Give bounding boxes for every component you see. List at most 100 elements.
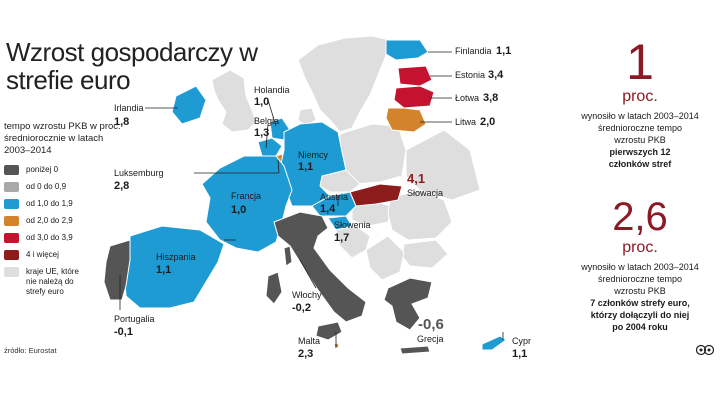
stat1-number: 1	[626, 34, 654, 90]
legend-item-20-29: od 2,0 do 2,9	[4, 216, 104, 233]
label-slowacja-value: 4,1	[407, 171, 426, 186]
legend-item-below-0: poniżej 0	[4, 165, 104, 182]
label-slowacja-name: Słowacja	[407, 188, 444, 198]
label-grecja-name: Grecja	[417, 334, 444, 344]
label-cypr-value: 1,1	[512, 348, 528, 360]
label-grecja-value: -0,6	[418, 316, 444, 333]
label-luksemburg-name: Luksemburg	[114, 168, 164, 178]
greece-shape	[383, 277, 433, 331]
label-irlandia-name: Irlandia	[114, 103, 144, 113]
italy-shape	[273, 211, 367, 323]
label-estonia-value: 3,4	[488, 69, 504, 81]
label-wlochy-value: -0,2	[292, 302, 311, 314]
page-title: Wzrost gospodarczy w strefie euro	[6, 37, 258, 95]
legend-label: od 0 do 0,9	[26, 182, 67, 191]
label-lotwa-value: 3,8	[483, 92, 499, 104]
label-francja-name: Francja	[231, 191, 262, 201]
legend: poniżej 0 od 0 do 0,9 od 1,0 do 1,9 od 2…	[4, 165, 104, 301]
label-holandia-value: 1,0	[254, 96, 270, 108]
label-estonia-name: Estonia	[455, 70, 486, 80]
label-litwa-name: Litwa	[455, 117, 477, 127]
malta-shape	[333, 342, 340, 349]
legend-item-30-39: od 3,0 do 3,9	[4, 233, 104, 250]
portugal-shape	[103, 239, 131, 301]
label-irlandia-value: 1,8	[114, 116, 130, 128]
estonia-shape	[397, 65, 433, 87]
label-hiszpania-value: 1,1	[156, 264, 172, 276]
euro-countries	[103, 39, 507, 355]
label-austria-name: Austria	[320, 192, 349, 202]
ireland-shape	[171, 85, 207, 125]
label-slowenia-name: Słowenia	[334, 220, 371, 230]
legend-swatch	[4, 199, 19, 209]
source-note: źródło: Eurostat	[4, 346, 57, 355]
label-malta-value: 2,3	[298, 348, 314, 360]
stat2-line2: średnioroczne tempo	[597, 274, 683, 284]
legend-swatch	[4, 216, 19, 226]
slovenia-shape	[327, 215, 353, 231]
stat1-unit: proc.	[622, 88, 658, 105]
legend-swatch	[4, 250, 19, 260]
label-niemcy-value: 1,1	[298, 161, 314, 173]
stat1-line2: średnioroczne tempo	[597, 123, 683, 133]
stat2-line3: wzrostu PKB	[614, 286, 666, 296]
label-finlandia-name: Finlandia	[455, 46, 492, 56]
stat2-unit: proc.	[622, 239, 658, 256]
finland-shape	[385, 39, 429, 61]
label-cypr-name: Cypr	[512, 336, 532, 346]
spain-shape	[123, 225, 225, 309]
corsica-shape	[283, 245, 293, 267]
label-belgia-value: 1,3	[254, 127, 270, 139]
legend-label: poniżej 0	[26, 165, 59, 174]
label-litwa-value: 2,0	[480, 116, 496, 128]
uk-shape	[211, 69, 257, 133]
non-euro-countries	[211, 35, 481, 281]
stat2-description: wynosiło w latach 2003–2014 średnioroczn…	[560, 261, 720, 333]
sardinia-shape	[265, 271, 283, 305]
copyright-logo	[696, 344, 714, 356]
stat1-bold2: członków stref	[608, 159, 672, 169]
stat1-line3: wzrostu PKB	[614, 135, 666, 145]
label-hiszpania-name: Hiszpania	[156, 252, 196, 262]
legend-label: od 1,0 do 1,9	[26, 199, 73, 208]
label-luksemburg-value: 2,8	[114, 180, 130, 192]
bulgaria-shape	[401, 239, 449, 269]
leader-lines	[119, 51, 504, 348]
stat2-number: 2,6	[612, 195, 668, 239]
legend-label: od 3,0 do 3,9	[26, 233, 73, 242]
legend-item-0-09: od 0 do 0,9	[4, 182, 104, 199]
lithuania-shape	[385, 107, 427, 133]
stat2-bold3: po 2004 roku	[612, 322, 668, 332]
legend-swatch	[4, 165, 19, 175]
belgium-shape	[257, 137, 283, 157]
legend-item-10-19: od 1,0 do 1,9	[4, 199, 104, 216]
eastern-shape	[405, 129, 481, 201]
slovakia-shape	[349, 183, 403, 207]
romania-shape	[387, 189, 453, 241]
cyprus-shape	[481, 335, 507, 351]
label-portugalia-value: -0,1	[114, 326, 133, 338]
stat1-description: wynosiło w latach 2003–2014 średnioroczn…	[560, 110, 720, 170]
sicily-shape	[315, 321, 343, 341]
legend-label: 4 i więcej	[26, 250, 59, 259]
label-slowenia-value: 1,7	[334, 232, 350, 244]
label-holandia-name: Holandia	[254, 85, 290, 95]
legend-swatch	[4, 267, 19, 277]
legend-swatch	[4, 233, 19, 243]
legend-item-4-plus: 4 i więcej	[4, 250, 104, 267]
balkans-shape	[365, 235, 405, 281]
label-francja-value: 1,0	[231, 204, 247, 216]
crete-shape	[399, 345, 431, 355]
stat2-bold2: którzy dołączyli do niej	[590, 310, 690, 320]
legend-label: kraje UE, które nie należą do strefy eur…	[26, 267, 79, 296]
label-niemcy-name: Niemcy	[298, 150, 329, 160]
legend-item-non-euro: kraje UE, które nie należą do strefy eur…	[4, 267, 104, 301]
stat1-line1: wynosiło w latach 2003–2014	[581, 111, 699, 121]
label-belgia-name: Belgia	[254, 116, 280, 126]
latvia-shape	[393, 85, 435, 109]
label-lotwa-name: Łotwa	[455, 93, 480, 103]
legend-swatch	[4, 182, 19, 192]
stat1-bold1: pierwszych 12	[609, 147, 671, 157]
legend-label: od 2,0 do 2,9	[26, 216, 73, 225]
